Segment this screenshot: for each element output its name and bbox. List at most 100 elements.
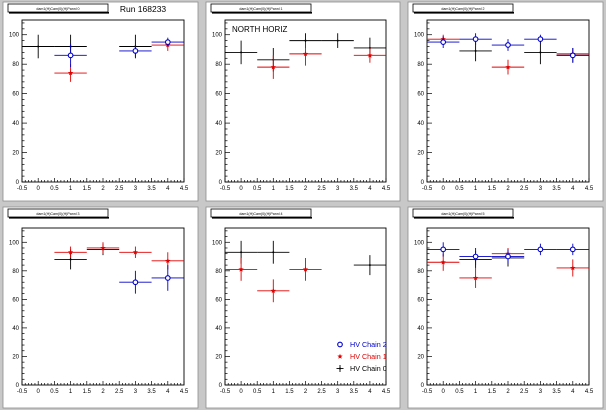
data-point xyxy=(556,243,589,256)
data-point xyxy=(22,34,55,59)
x-tick-label: -0.5 xyxy=(17,186,28,192)
x-tick-label: 1 xyxy=(272,389,276,395)
x-tick-label: 0 xyxy=(239,389,243,395)
x-tick-label: 0.5 xyxy=(455,186,464,192)
data-point xyxy=(151,265,184,291)
panel-title-shadow xyxy=(414,217,514,219)
y-axis: 0 20 40 60 80 100 xyxy=(212,230,230,389)
data-point xyxy=(524,34,557,44)
y-axis: 0 20 40 60 80 100 xyxy=(212,22,230,186)
series-hv-chain-1 xyxy=(257,42,386,79)
panel-pad xyxy=(2,1,199,202)
point-marker xyxy=(165,258,171,264)
point-marker xyxy=(67,52,74,59)
data-point xyxy=(54,246,87,258)
data-point xyxy=(459,267,492,288)
x-axis: -0.5 0 0.5 1 1.5 2 2.5 3 3.5 4 4.5 xyxy=(17,381,189,395)
y-tick-label: 20 xyxy=(12,354,19,360)
data-point xyxy=(321,33,354,48)
point-marker xyxy=(302,266,309,272)
data-point xyxy=(54,43,87,68)
y-tick-label: 60 xyxy=(215,92,222,98)
point-marker xyxy=(539,51,542,54)
x-tick-label: 4.5 xyxy=(382,186,391,192)
x-tick-label: 3.5 xyxy=(552,186,561,192)
point-marker xyxy=(472,36,479,42)
y-tick-label: 60 xyxy=(12,297,19,303)
x-tick-label: 0 xyxy=(37,186,41,192)
panel-title-shadow xyxy=(414,12,514,14)
x-tick-label: 1.5 xyxy=(488,186,497,192)
x-tick-label: 4 xyxy=(571,186,575,192)
y-tick-label: 40 xyxy=(215,121,222,127)
x-tick-label: 4.5 xyxy=(180,389,189,395)
y-tick-label: 20 xyxy=(417,354,424,360)
panel-1: dam1(H)Cam(0)(H)Pannl 1-0.5 0 0.5 1 1.5 2 2.5 3… xyxy=(205,1,401,202)
data-point xyxy=(491,249,525,264)
legend: HV Chain 2 HV Chain 1 HV Chain 0 xyxy=(336,340,387,373)
x-axis: -0.5 0 0.5 1 1.5 2 2.5 3 3.5 4 4.5 xyxy=(17,178,189,192)
data-point xyxy=(427,36,460,48)
x-tick-label: 1.5 xyxy=(285,186,294,192)
data-point xyxy=(289,257,322,281)
data-point xyxy=(119,45,152,57)
data-point xyxy=(257,55,290,79)
point-marker xyxy=(440,39,447,45)
point-marker xyxy=(472,275,479,281)
x-tick-label: 4 xyxy=(571,389,575,395)
series-hv-chain-2 xyxy=(54,37,184,68)
x-tick-label: 3 xyxy=(539,186,543,192)
x-tick-label: 2.5 xyxy=(520,186,529,192)
panel-title: dam1(H)Cam(0)(H)Pannl 2 xyxy=(441,7,484,11)
legend-marker xyxy=(337,341,343,348)
point-marker xyxy=(472,253,479,260)
x-tick-label: 0 xyxy=(37,389,41,395)
series-hv-chain-2 xyxy=(427,33,589,63)
point-marker xyxy=(132,249,139,255)
x-tick-label: 3.5 xyxy=(552,389,561,395)
y-tick-label: 0 xyxy=(219,180,223,186)
series-hv-chain-0 xyxy=(225,240,386,276)
panel-title: dam1(H)Cam(0)(H)Pannl 1 xyxy=(239,7,282,11)
panel-0: dam1(H)Cam(0)(H)Pannl 0-0.5 0 0.5 1 1.5 2 2.5 3… xyxy=(2,1,199,202)
x-tick-label: 2 xyxy=(101,186,105,192)
y-tick-label: 20 xyxy=(417,151,424,157)
point-marker xyxy=(537,36,544,42)
data-point xyxy=(556,47,589,63)
y-tick-label: 100 xyxy=(212,240,223,246)
y-tick-label: 20 xyxy=(215,151,222,157)
panel-pad xyxy=(205,206,401,409)
panel-title-box: dam1(H)Cam(0)(H)Pannl 1 xyxy=(210,3,312,14)
data-point xyxy=(257,240,290,264)
panel-title-box: dam1(H)Cam(0)(H)Pannl 5 xyxy=(412,208,514,219)
x-tick-label: 3 xyxy=(134,389,138,395)
point-marker xyxy=(69,258,72,261)
x-tick-label: 4.5 xyxy=(180,186,189,192)
point-marker xyxy=(132,279,139,286)
point-marker xyxy=(37,45,39,48)
y-tick-label: 60 xyxy=(417,297,424,303)
series-hv-chain-2 xyxy=(119,265,184,294)
y-tick-label: 80 xyxy=(417,269,424,275)
y-tick-label: 40 xyxy=(12,326,19,332)
y-tick-label: 80 xyxy=(215,62,222,68)
y-tick-label: 80 xyxy=(417,62,424,68)
panel-2: dam1(H)Cam(0)(H)Pannl 2-0.5 0 0.5 1 1.5 2 2.5 3… xyxy=(407,1,604,202)
legend-label: HV Chain 0 xyxy=(350,364,387,373)
data-point xyxy=(86,242,120,254)
data-point xyxy=(225,40,258,65)
x-tick-label: 1 xyxy=(69,389,73,395)
data-point xyxy=(524,40,557,65)
panel-pad xyxy=(205,1,401,202)
x-tick-label: -0.5 xyxy=(220,389,231,395)
x-tick-label: 2.5 xyxy=(317,186,326,192)
x-tick-label: 3 xyxy=(336,186,340,192)
x-tick-label: 3.5 xyxy=(147,389,156,395)
x-tick-label: 1 xyxy=(69,186,73,192)
series-hv-chain-1 xyxy=(225,257,322,303)
x-tick-label: 3.5 xyxy=(350,186,359,192)
x-tick-label: 1 xyxy=(272,186,276,192)
data-point xyxy=(119,246,152,258)
point-marker xyxy=(67,70,74,76)
